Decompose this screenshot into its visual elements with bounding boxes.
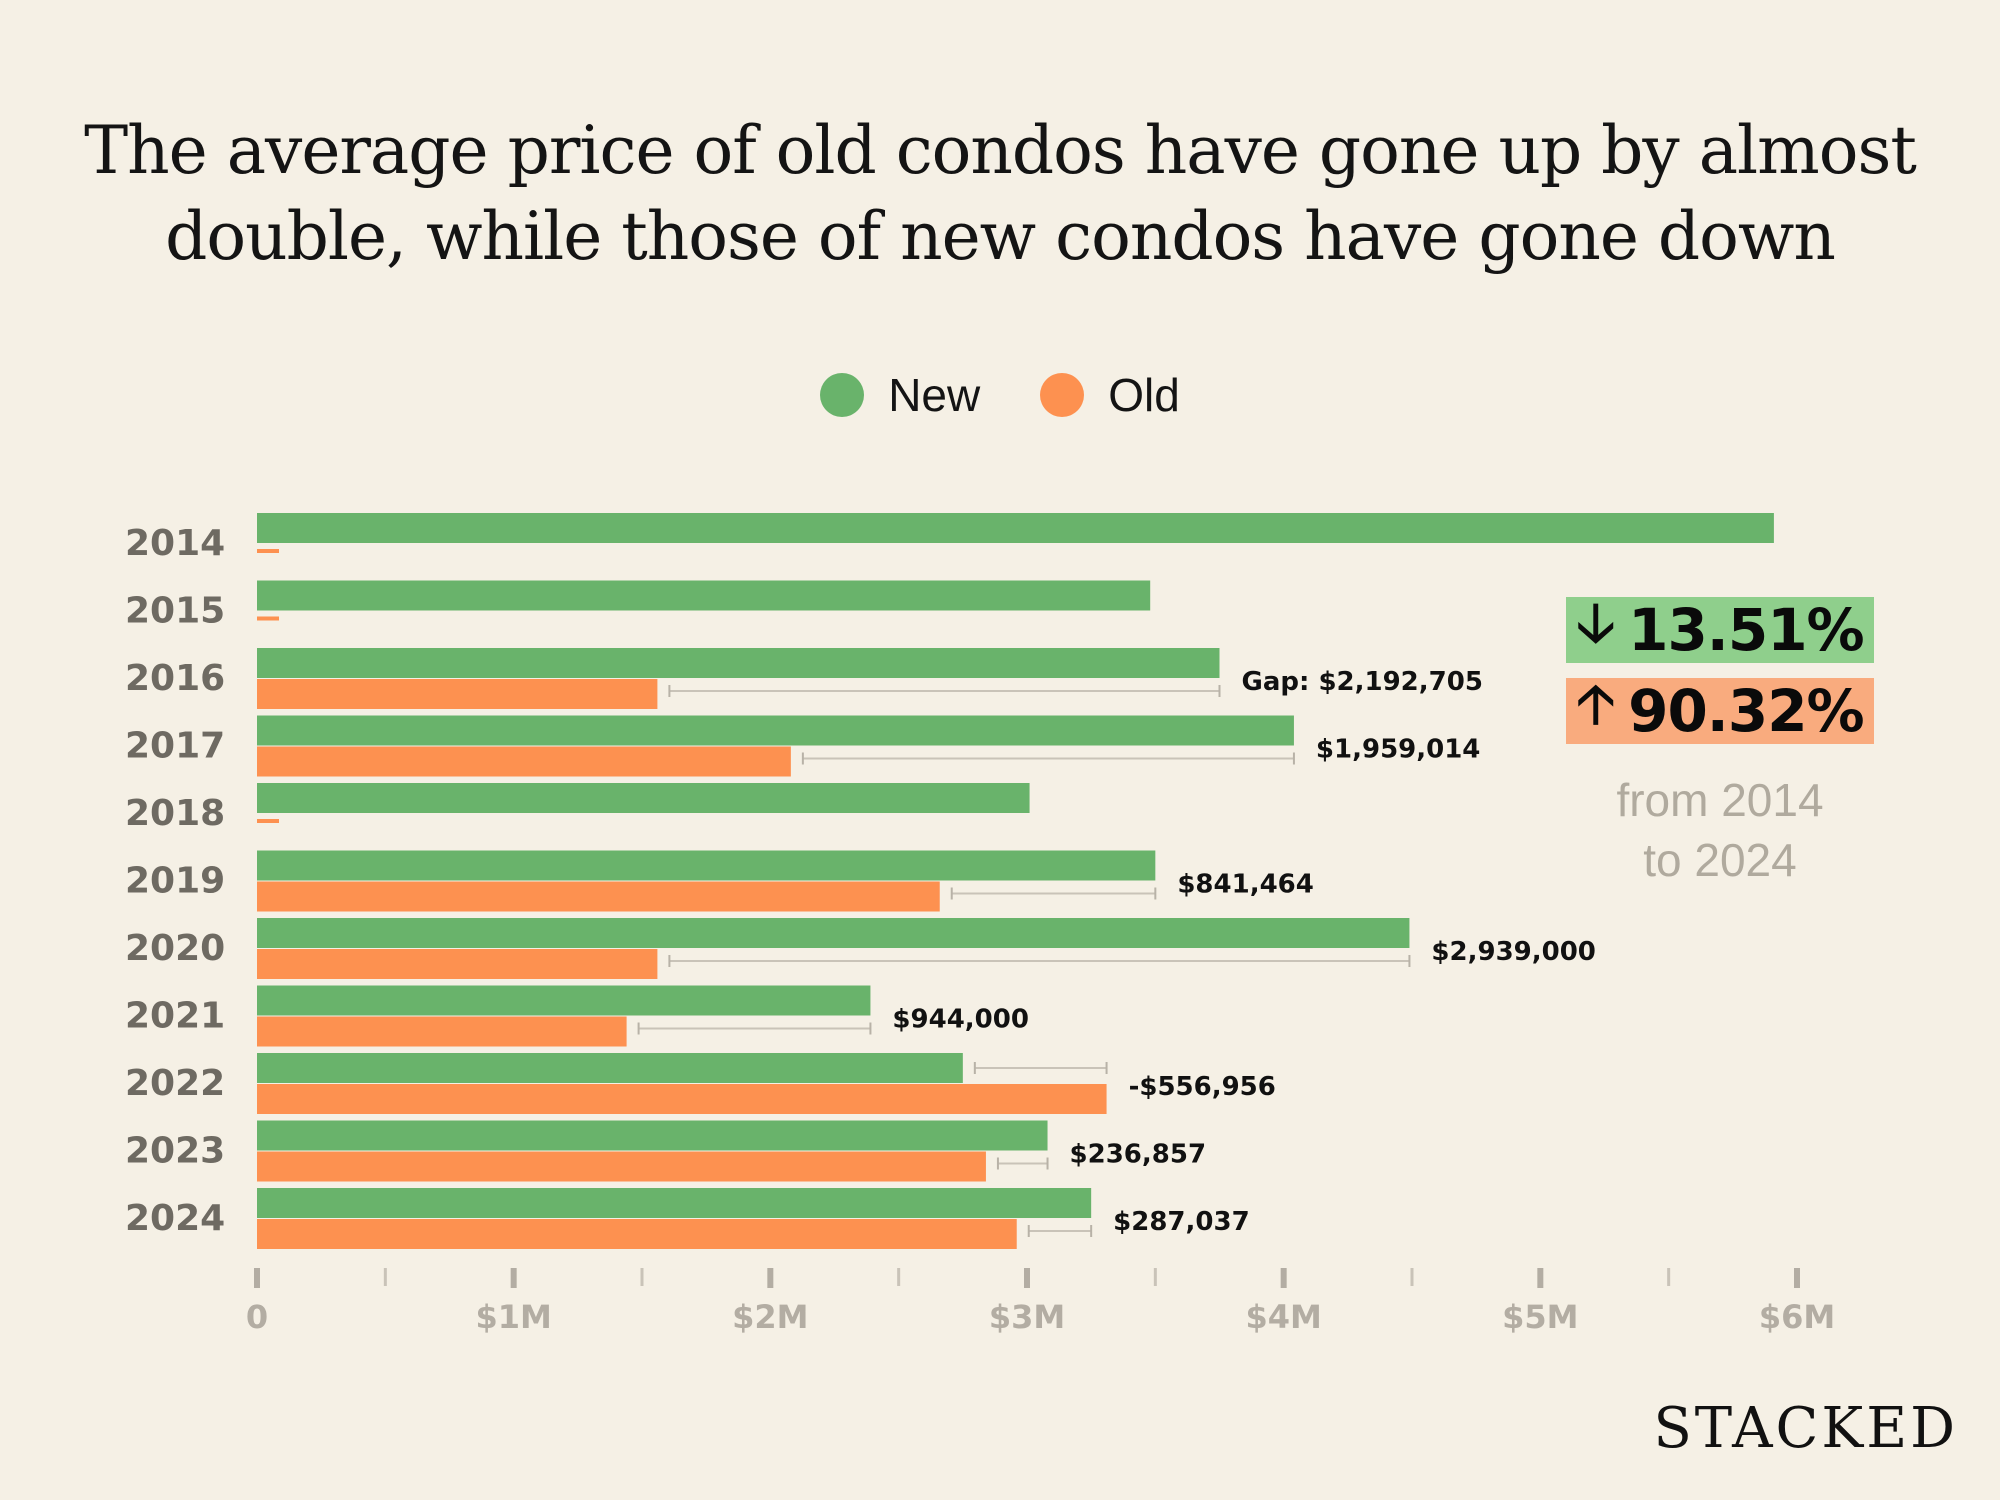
change-period-note-line-2: to 2024 bbox=[1643, 834, 1797, 886]
bar-new-2019 bbox=[257, 850, 1156, 881]
legend-item-old: Old bbox=[1040, 368, 1180, 422]
gap-label-2016: Gap: $2,192,705 bbox=[1242, 667, 1483, 697]
bar-new-2024 bbox=[257, 1188, 1092, 1218]
gap-label-2020: $2,939,000 bbox=[1431, 937, 1595, 967]
bar-new-2023 bbox=[257, 1120, 1048, 1151]
bar-old-missing-2014 bbox=[257, 549, 279, 553]
bar-old-missing-2015 bbox=[257, 616, 279, 621]
bar-old-2017 bbox=[257, 746, 791, 777]
bar-new-2021 bbox=[257, 985, 871, 1016]
x-minor-tick-3 bbox=[1153, 1268, 1157, 1286]
x-tick-label-6: $6M bbox=[1759, 1298, 1835, 1336]
year-label-2023: 2023 bbox=[125, 1131, 225, 1172]
year-label-2024: 2024 bbox=[125, 1198, 225, 1239]
legend-swatch-new bbox=[820, 373, 865, 417]
bar-old-2021 bbox=[257, 1016, 627, 1047]
gap-label-2023: $236,857 bbox=[1070, 1140, 1207, 1170]
year-label-2019: 2019 bbox=[125, 861, 225, 902]
new-change-badge: 🡣 13.51% bbox=[1566, 591, 1874, 664]
bar-new-2018 bbox=[257, 783, 1030, 813]
bar-old-2019 bbox=[257, 881, 940, 912]
x-tick-3 bbox=[1024, 1268, 1030, 1288]
old-change-value: 90.32% bbox=[1628, 677, 1865, 745]
old-change-badge: 🡡 90.32% bbox=[1566, 672, 1874, 745]
arrow-up-icon: 🡡 bbox=[1576, 672, 1615, 735]
bar-old-2016 bbox=[257, 679, 658, 709]
bar-new-2015 bbox=[257, 580, 1151, 611]
year-label-2017: 2017 bbox=[125, 726, 225, 767]
x-minor-tick-1 bbox=[640, 1268, 644, 1286]
year-label-2015: 2015 bbox=[125, 591, 225, 632]
x-tick-1 bbox=[510, 1268, 517, 1288]
new-change-value: 13.51% bbox=[1628, 596, 1865, 664]
x-tick-label-0: 0 bbox=[246, 1298, 268, 1336]
bar-old-2023 bbox=[257, 1151, 986, 1182]
chart-title-line-2: double, while those of new condos have g… bbox=[165, 198, 1836, 275]
bar-old-missing-2018 bbox=[257, 819, 279, 823]
chart-title: The average price of old condos have gon… bbox=[0, 108, 2000, 280]
legend-swatch-old bbox=[1040, 373, 1085, 417]
bar-old-2024 bbox=[257, 1219, 1017, 1249]
year-label-2021: 2021 bbox=[125, 996, 225, 1037]
x-tick-0 bbox=[254, 1268, 260, 1288]
x-minor-tick-4 bbox=[1410, 1268, 1414, 1286]
bar-old-2020 bbox=[257, 949, 658, 979]
x-minor-tick-2 bbox=[897, 1268, 901, 1286]
legend-label-new: New bbox=[888, 369, 981, 421]
x-tick-label-4: $4M bbox=[1245, 1298, 1321, 1336]
legend-label-old: Old bbox=[1108, 369, 1180, 421]
bar-new-2016 bbox=[257, 648, 1220, 678]
year-label-2022: 2022 bbox=[125, 1063, 225, 1104]
x-tick-label-5: $5M bbox=[1502, 1298, 1578, 1336]
bar-old-2022 bbox=[257, 1084, 1107, 1114]
gap-label-2019: $841,464 bbox=[1177, 870, 1314, 900]
x-tick-2 bbox=[767, 1268, 774, 1288]
gap-label-2022: -$556,956 bbox=[1129, 1072, 1276, 1102]
legend: New Old bbox=[0, 368, 2000, 422]
year-label-2020: 2020 bbox=[125, 928, 225, 969]
x-tick-label-2: $2M bbox=[732, 1298, 808, 1336]
bar-new-2022 bbox=[257, 1053, 963, 1083]
change-period-note-line-1: from 2014 bbox=[1616, 774, 1824, 826]
year-label-2016: 2016 bbox=[125, 658, 225, 699]
year-label-2014: 2014 bbox=[125, 523, 225, 564]
year-label-2018: 2018 bbox=[125, 793, 225, 834]
x-minor-tick-5 bbox=[1667, 1268, 1671, 1286]
x-minor-tick-0 bbox=[383, 1268, 387, 1286]
x-tick-4 bbox=[1280, 1268, 1287, 1288]
x-tick-6 bbox=[1794, 1268, 1800, 1288]
chart-title-line-1: The average price of old condos have gon… bbox=[84, 112, 1917, 189]
gap-label-2017: $1,959,014 bbox=[1316, 735, 1480, 765]
bar-new-2014 bbox=[257, 513, 1774, 543]
x-tick-5 bbox=[1537, 1268, 1544, 1288]
brand-logo: STACKED bbox=[1653, 1396, 1958, 1461]
bar-new-2020 bbox=[257, 918, 1410, 948]
legend-item-new: New bbox=[820, 368, 980, 422]
arrow-down-icon: 🡣 bbox=[1576, 591, 1615, 654]
gap-label-2021: $944,000 bbox=[892, 1005, 1029, 1035]
change-period-note: from 2014 to 2024 bbox=[1566, 770, 1874, 890]
gap-label-2024: $287,037 bbox=[1113, 1207, 1250, 1237]
bar-new-2017 bbox=[257, 715, 1294, 746]
x-tick-label-3: $3M bbox=[989, 1298, 1065, 1336]
x-tick-label-1: $1M bbox=[475, 1298, 551, 1336]
